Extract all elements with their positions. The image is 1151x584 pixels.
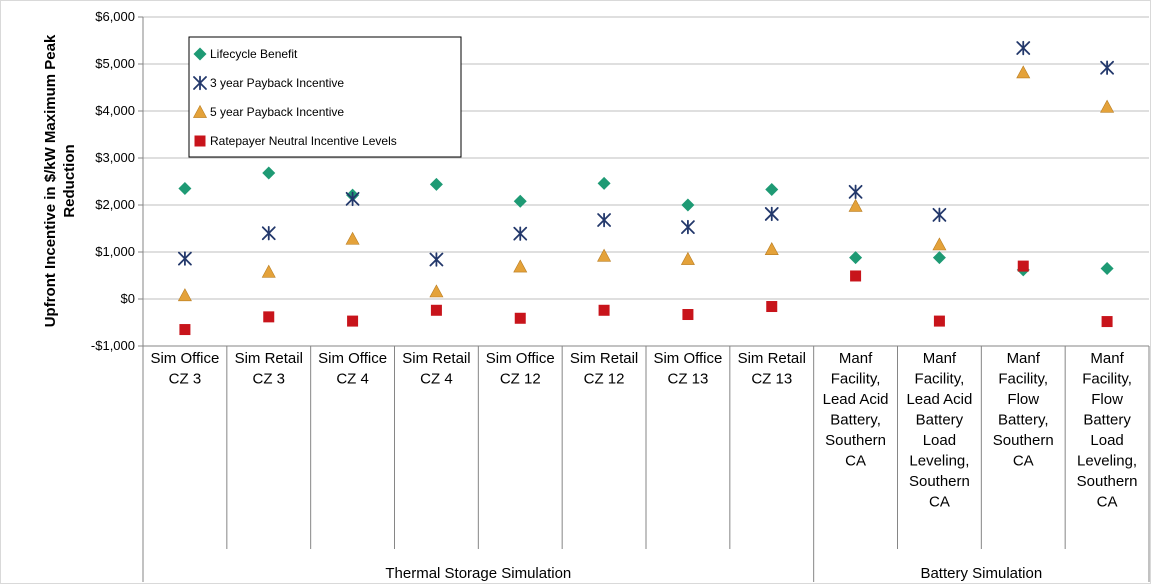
asterisk-point — [345, 191, 360, 207]
series-markers — [177, 40, 1115, 336]
triangle-point — [680, 251, 695, 265]
diamond-point — [932, 251, 946, 265]
category-label: Sim Office CZ 4 — [318, 350, 387, 388]
asterisk-point — [261, 225, 276, 241]
category-label: Manf Facility, Lead Acid Battery Load Levelin… — [906, 350, 972, 511]
triangle-point — [1016, 65, 1031, 79]
square-point — [1101, 316, 1113, 328]
diamond-point — [429, 177, 443, 191]
asterisk-point — [764, 206, 779, 222]
diamond-point — [765, 182, 779, 196]
category-label: Manf Facility, Lead Acid Battery, Southern CA — [823, 350, 889, 470]
legend-item: 5 year Payback Incentive — [192, 104, 344, 119]
category-label: Manf Facility, Flow Battery Load Leveling, Sou… — [1077, 350, 1138, 511]
square-point — [179, 324, 191, 336]
y-tick-label: $1,000 — [95, 244, 135, 259]
category-label: Sim Office CZ 12 — [486, 350, 555, 388]
y-tick-label: $0 — [121, 291, 135, 306]
asterisk-point — [513, 226, 528, 241]
diamond-point — [597, 176, 611, 190]
y-tick-label: $6,000 — [95, 9, 135, 24]
asterisk-point — [1100, 60, 1114, 75]
legend-label: 3 year Payback Incentive — [210, 76, 344, 90]
category-label: Sim Office CZ 13 — [653, 350, 722, 388]
diamond-point — [681, 198, 695, 212]
y-tick-label: $3,000 — [95, 150, 135, 165]
square-point — [766, 301, 778, 313]
asterisk-point — [429, 252, 444, 267]
series-lifecycle-benefit — [178, 166, 1114, 277]
triangle-point — [345, 231, 360, 245]
triangle-point — [764, 242, 779, 256]
category-label: Sim Retail CZ 12 — [570, 350, 638, 388]
diamond-point — [262, 166, 276, 180]
y-axis-title: Upfront Incentive in $/kW Maximum Peak Re… — [42, 34, 78, 327]
square-point — [263, 311, 275, 323]
category-label: Manf Facility, Flow Battery, Southern CA — [993, 350, 1054, 470]
square-point — [682, 309, 694, 321]
triangle-point — [261, 264, 276, 278]
y-tick-label: $2,000 — [95, 197, 135, 212]
triangle-point — [848, 198, 863, 212]
diamond-point — [513, 194, 527, 208]
asterisk-point — [848, 184, 863, 200]
legend-item: 3 year Payback Incentive — [193, 75, 344, 91]
category-label: Sim Retail CZ 4 — [402, 350, 470, 388]
y-tick-label: -$1,000 — [91, 338, 135, 353]
triangle-point — [932, 237, 947, 251]
legend-diamond-icon — [193, 47, 207, 61]
legend-asterisk-icon — [193, 75, 207, 91]
series-5-year-payback-incentive — [177, 65, 1115, 302]
group-label: Thermal Storage Simulation — [385, 565, 571, 582]
y-tick-label: $4,000 — [95, 103, 135, 118]
legend-item: Lifecycle Benefit — [193, 47, 298, 61]
triangle-point — [429, 284, 444, 298]
group-label: Battery Simulation — [920, 565, 1042, 582]
legend-label: Lifecycle Benefit — [210, 47, 298, 61]
diamond-point — [178, 182, 192, 196]
triangle-point — [1100, 99, 1115, 113]
legend-box — [188, 36, 462, 158]
square-point — [933, 315, 945, 327]
series-ratepayer-neutral-incentive-levels — [179, 260, 1113, 336]
asterisk-point — [178, 251, 192, 266]
asterisk-point — [932, 207, 947, 223]
legend: Lifecycle Benefit 3 year Payback Incentiv… — [188, 36, 462, 158]
square-point — [430, 304, 442, 316]
diamond-point — [849, 251, 863, 265]
category-axis: Sim Office CZ 3 Sim Retail CZ 3 Sim Office CZ… — [142, 345, 1150, 582]
square-point — [1017, 260, 1029, 272]
legend-triangle-icon — [192, 104, 208, 118]
legend-item: Ratepayer Neutral Incentive Levels — [194, 134, 397, 148]
triangle-point — [597, 248, 612, 262]
square-point — [347, 315, 359, 327]
square-point — [598, 304, 610, 316]
y-tick-label: $5,000 — [95, 56, 135, 71]
category-label: Sim Retail CZ 13 — [738, 350, 806, 388]
square-point — [850, 270, 862, 282]
category-label: Sim Office CZ 3 — [150, 350, 219, 388]
series-3-year-payback-incentive — [178, 40, 1114, 267]
legend-label: Ratepayer Neutral Incentive Levels — [210, 134, 397, 148]
legend-square-icon — [194, 135, 206, 147]
triangle-point — [513, 259, 528, 273]
asterisk-point — [597, 212, 611, 228]
triangle-point — [177, 288, 192, 302]
asterisk-point — [1016, 40, 1031, 56]
category-label: Sim Retail CZ 3 — [235, 350, 303, 388]
asterisk-point — [681, 219, 695, 235]
square-point — [514, 312, 526, 324]
diamond-point — [1100, 261, 1114, 275]
legend-label: 5 year Payback Incentive — [210, 105, 344, 119]
